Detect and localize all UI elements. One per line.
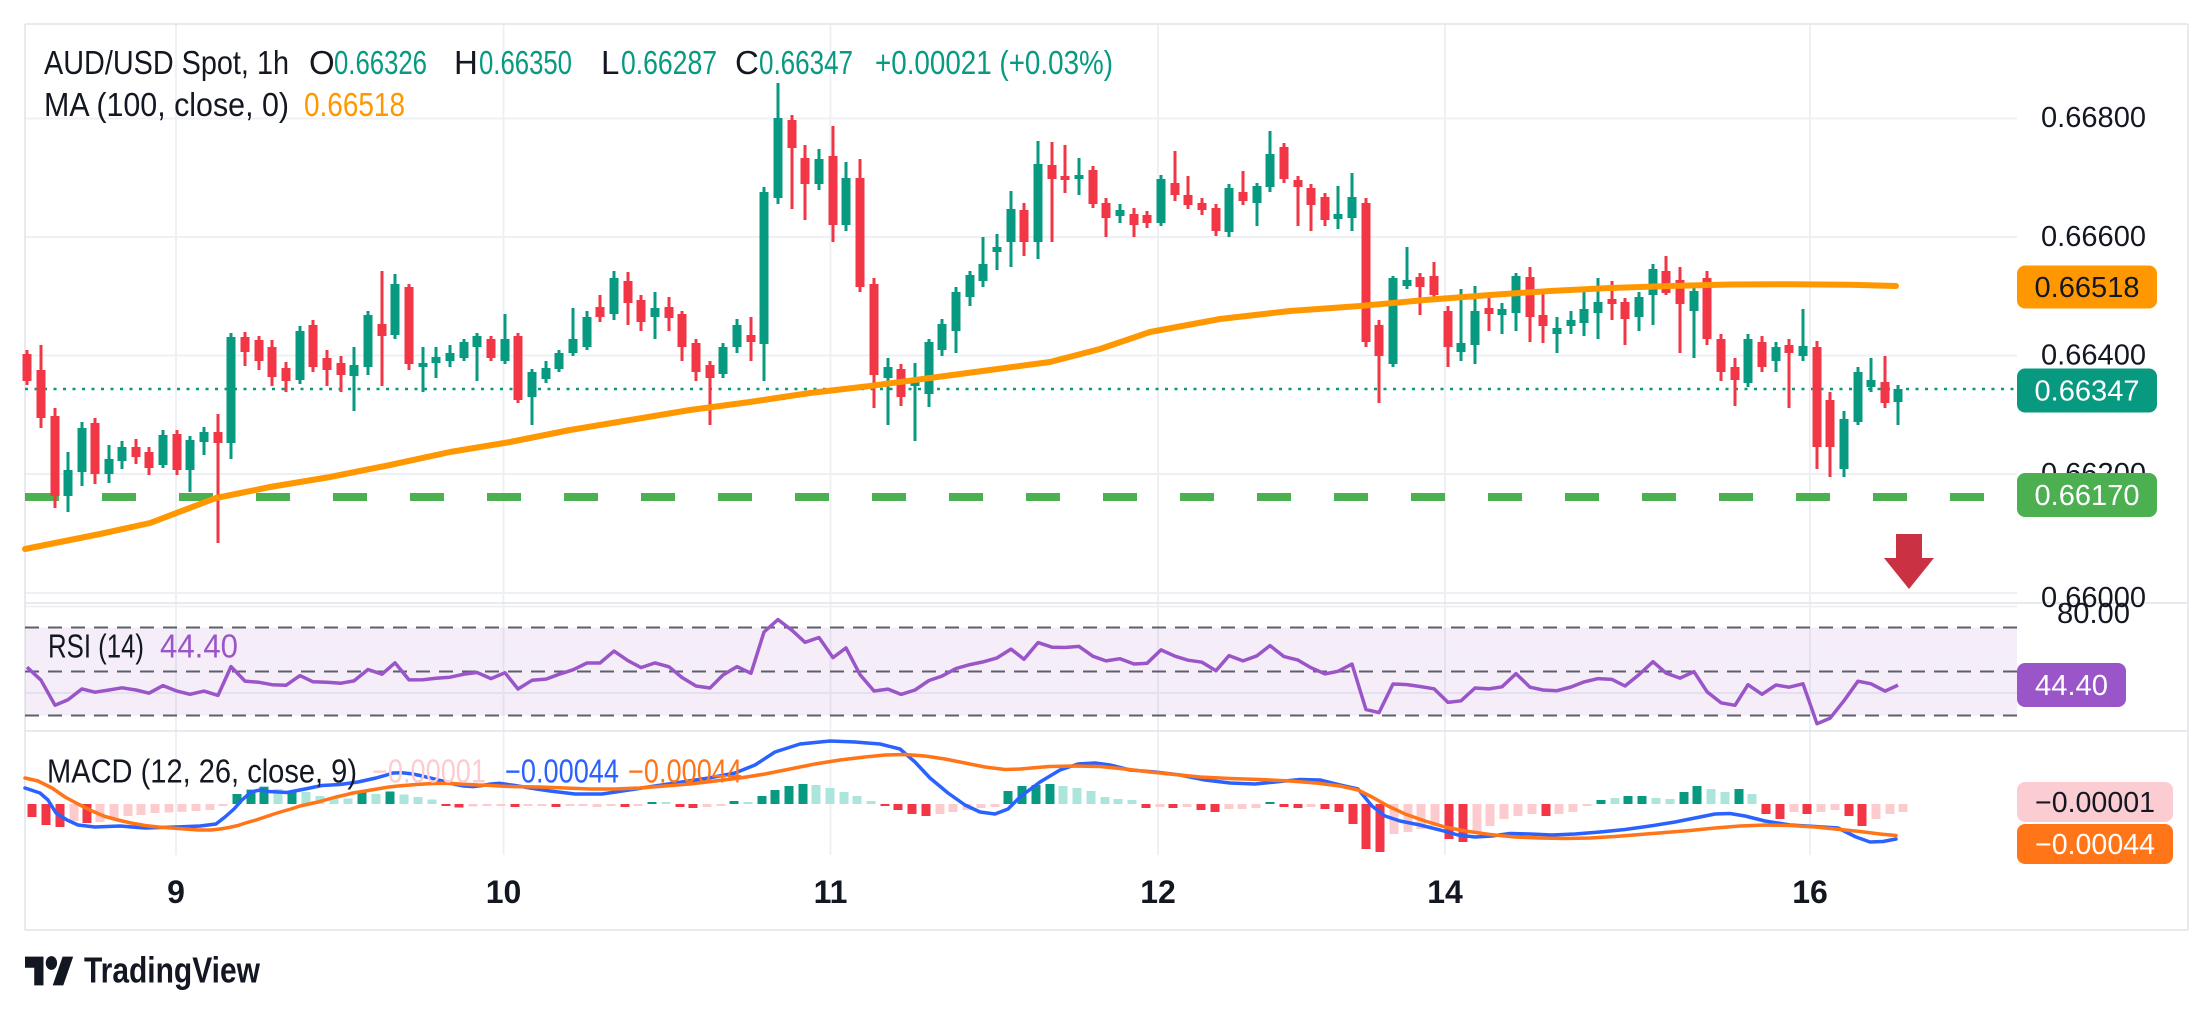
svg-text:O: O: [309, 44, 335, 81]
svg-text:MA (100, close, 0): MA (100, close, 0): [44, 86, 289, 123]
svg-text:10: 10: [486, 874, 522, 910]
svg-text:0.66518: 0.66518: [2035, 272, 2140, 304]
svg-text:0.66350: 0.66350: [479, 44, 572, 81]
svg-text:−0.00001: −0.00001: [2035, 787, 2155, 819]
svg-text:−0.00001: −0.00001: [372, 753, 486, 790]
svg-text:0.66347: 0.66347: [2035, 376, 2140, 408]
svg-text:MACD (12, 26, close, 9): MACD (12, 26, close, 9): [47, 753, 357, 790]
svg-text:TradingView: TradingView: [84, 950, 261, 991]
svg-text:H: H: [454, 44, 478, 81]
svg-text:C: C: [735, 44, 759, 81]
svg-text:0.66600: 0.66600: [2041, 221, 2146, 253]
svg-text:44.40: 44.40: [160, 628, 238, 665]
svg-text:44.40: 44.40: [2035, 670, 2108, 702]
svg-text:11: 11: [814, 874, 848, 910]
svg-text:12: 12: [1140, 874, 1176, 910]
svg-text:0.66800: 0.66800: [2041, 102, 2146, 134]
svg-text:L: L: [601, 44, 619, 81]
svg-text:0.66326: 0.66326: [334, 44, 427, 81]
svg-text:0.66400: 0.66400: [2041, 340, 2146, 372]
svg-text:AUD/USD Spot, 1h: AUD/USD Spot, 1h: [44, 44, 289, 81]
svg-text:0.66347: 0.66347: [759, 44, 853, 81]
svg-text:0.66000: 0.66000: [2041, 582, 2146, 614]
svg-text:0.66287: 0.66287: [621, 44, 717, 81]
svg-text:80.00: 80.00: [2057, 598, 2130, 630]
svg-text:RSI (14): RSI (14): [48, 628, 144, 665]
svg-text:−0.00044: −0.00044: [505, 753, 619, 790]
svg-text:0.66518: 0.66518: [304, 86, 405, 123]
svg-text:14: 14: [1427, 874, 1463, 910]
svg-text:−0.00044: −0.00044: [2035, 829, 2155, 861]
svg-text:−0.00044: −0.00044: [628, 753, 742, 790]
svg-text:9: 9: [167, 874, 185, 910]
svg-text:0.66170: 0.66170: [2035, 480, 2140, 512]
svg-text:16: 16: [1792, 874, 1828, 910]
svg-text:+0.00021 (+0.03%): +0.00021 (+0.03%): [875, 44, 1113, 81]
